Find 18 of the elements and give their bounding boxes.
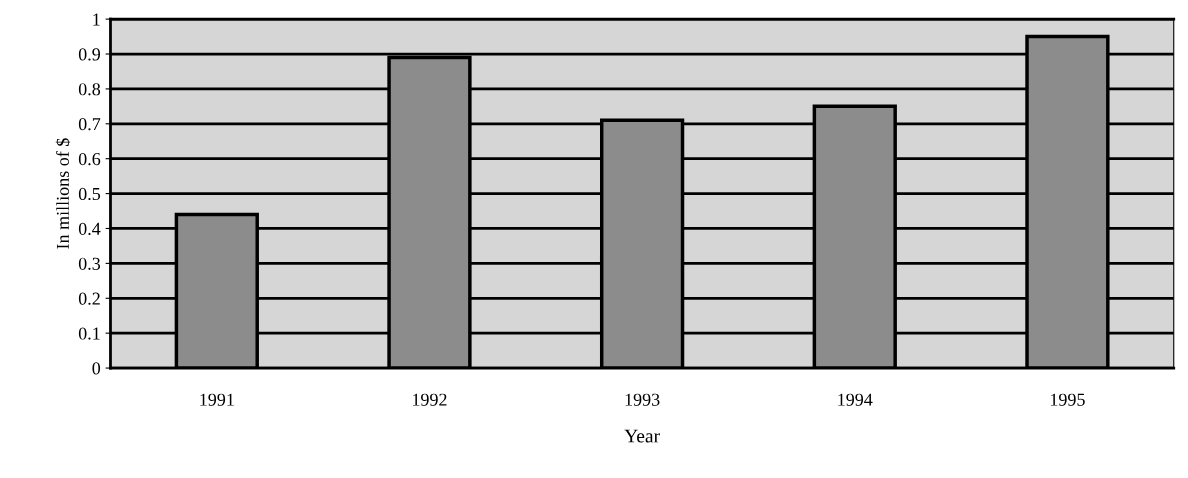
y-tick-label: 0.6 bbox=[78, 152, 101, 166]
y-tick-label: 0.7 bbox=[78, 118, 101, 131]
y-tick-label: 0.8 bbox=[78, 83, 101, 96]
x-tick-label: 1995 bbox=[1050, 393, 1085, 406]
y-tick-label: 0 bbox=[92, 362, 101, 375]
y-tick-label: 0.9 bbox=[78, 48, 101, 61]
x-tick-label: 1994 bbox=[838, 393, 873, 406]
y-tick-label: 0.2 bbox=[78, 292, 100, 305]
y-tick-label: 1 bbox=[93, 13, 100, 26]
x-tick-label: 1993 bbox=[625, 393, 660, 406]
y-tick-label: 0.5 bbox=[78, 187, 101, 201]
y-tick-label: 0.1 bbox=[78, 327, 100, 340]
y-tick-label: 0.3 bbox=[78, 257, 101, 270]
x-axis-title: Year bbox=[624, 429, 660, 443]
x-tick-label: 1992 bbox=[412, 393, 447, 406]
x-tick-label: 1991 bbox=[200, 393, 234, 406]
y-axis-title: In millions of $ bbox=[55, 138, 71, 249]
y-tick-label: 0.4 bbox=[78, 222, 101, 236]
